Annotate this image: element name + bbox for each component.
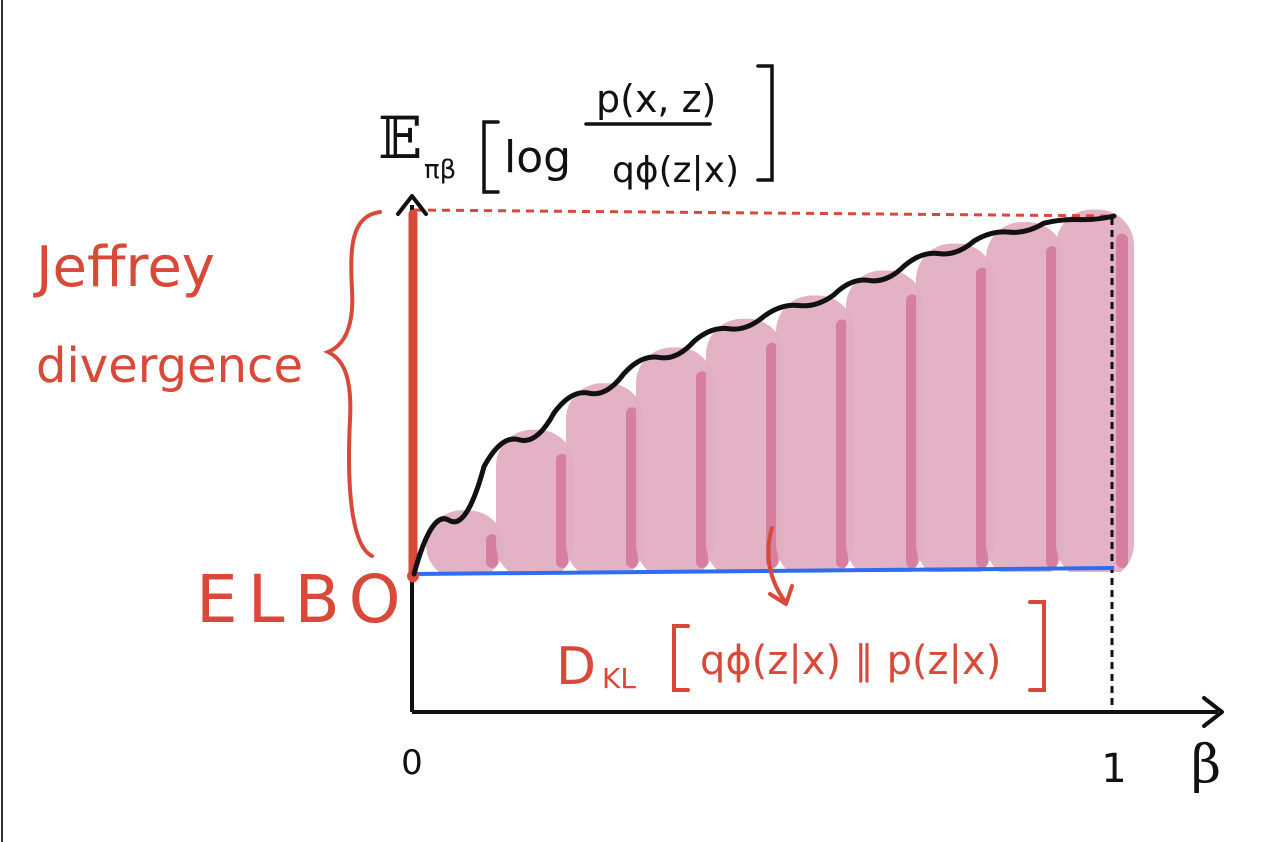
elbo-label: ELBO xyxy=(196,561,411,638)
tick-one: 1 xyxy=(1101,746,1126,792)
denominator-text: qϕ(z|x) xyxy=(612,150,739,191)
y-axis-arrow xyxy=(396,194,428,216)
expectation-subscript: πβ xyxy=(424,155,456,185)
jeffrey-label-line2: divergence xyxy=(36,338,303,394)
integral-band xyxy=(846,270,924,572)
x-axis-arrow xyxy=(1202,696,1224,728)
integral-band xyxy=(566,383,644,572)
kl-subscript: KL xyxy=(602,662,636,695)
kl-right-bracket xyxy=(1028,600,1046,692)
integral-band xyxy=(636,347,714,572)
integral-band xyxy=(496,429,574,572)
numerator-text: p(x, z) xyxy=(596,77,716,121)
integral-band xyxy=(426,510,504,572)
expectation-symbol: 𝔼 xyxy=(378,104,422,172)
brace xyxy=(323,210,382,558)
left-bracket xyxy=(482,120,500,194)
elbo-line xyxy=(413,566,1115,576)
integral-band xyxy=(916,243,994,572)
integral-band xyxy=(706,318,784,572)
expectation-curve xyxy=(411,213,1117,577)
kl-arrow-head xyxy=(768,584,794,606)
integral-band xyxy=(986,222,1064,572)
y-axis-label: 𝔼 πβ log p(x, z) qϕ(z|x) xyxy=(378,64,774,194)
tick-zero: 0 xyxy=(401,743,423,783)
kl-label: D KL qϕ(z|x) ∥ p(z|x) xyxy=(556,600,1046,697)
right-bracket xyxy=(756,64,774,182)
integral-band xyxy=(776,295,854,572)
log-text: log xyxy=(504,132,571,183)
kl-arrow-shaft xyxy=(766,526,786,602)
integral-bands xyxy=(426,209,1134,572)
top-dashed-line xyxy=(413,208,1115,218)
x-axis-label: β xyxy=(1191,735,1221,795)
kl-left-bracket xyxy=(672,624,690,692)
kl-body: qϕ(z|x) ∥ p(z|x) xyxy=(700,638,1001,684)
kl-d: D xyxy=(556,637,596,697)
integral-band xyxy=(1056,209,1134,572)
jeffrey-label-line1: Jeffrey xyxy=(33,235,215,300)
